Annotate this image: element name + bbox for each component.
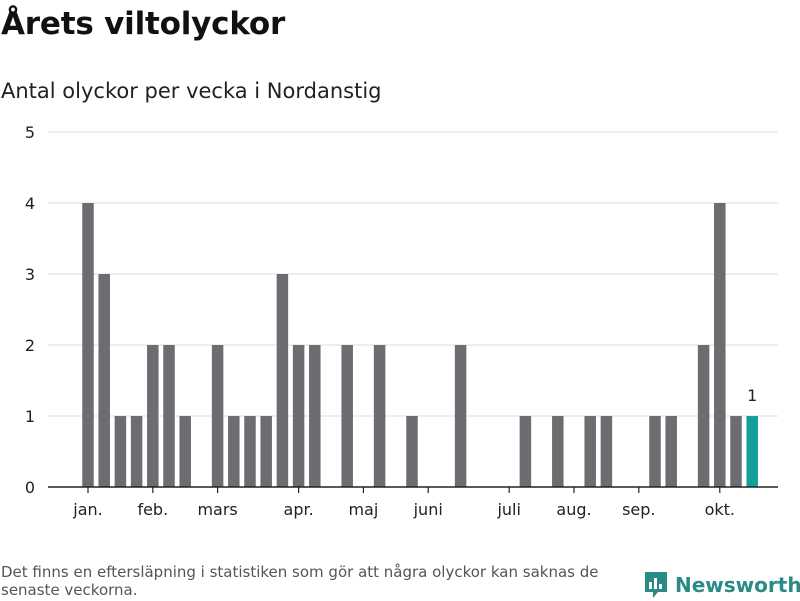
x-tick-label: maj [348,500,378,519]
y-axis-ticks: 0 1 2 3 4 5 [25,123,35,497]
chart-subtitle: Antal olyckor per vecka i Nordanstig [1,79,382,103]
footnote: Det finns en eftersläpning i statistiken… [1,563,599,599]
brand-logo: Newsworthy [643,569,800,601]
y-tick-label: 4 [25,194,35,213]
bars [82,203,758,487]
bar-week-11 [244,416,256,487]
x-tick-label: okt. [705,500,735,519]
x-tick-label: apr. [284,500,314,519]
bar-week-15 [309,345,321,487]
x-tick-label: jan. [72,500,102,519]
bar-week-12 [260,416,272,487]
bar-week-21 [406,416,418,487]
data-labels: 1 [747,386,757,405]
bar-chart: 0 1 2 3 4 5 1 jan. feb. mars apr. maj juni juli aug.… [25,123,778,519]
bar-week-28 [519,416,532,487]
y-tick-label: 2 [25,336,35,355]
newsworthy-logo-icon [645,572,667,598]
bar-week-14 [292,345,305,487]
bar-week-32 [584,416,596,487]
bar-week-10 [228,416,240,487]
bar-week-5 [147,345,159,487]
bar-week-4 [130,416,143,487]
brand-name: Newsworthy [675,573,800,597]
bar-week-13 [276,274,289,487]
bar-week-6 [163,345,175,487]
x-tick-label: sep. [622,500,655,519]
y-tick-label: 3 [25,265,35,284]
bar-week-17 [341,345,353,487]
bar-week-3 [114,416,127,487]
x-tick-label: juli [496,500,520,519]
bar-week-9 [211,345,224,487]
chart-title: Årets viltolyckor [1,6,286,42]
bar-week-40 [714,203,726,487]
bar-week-39 [697,345,710,487]
x-axis: jan. feb. mars apr. maj juni juli aug. sep. okt. [48,486,778,519]
bar-week-7 [179,416,191,487]
y-tick-label: 1 [25,407,35,426]
bar-week-42 [746,416,758,487]
x-tick-label: aug. [556,500,591,519]
x-tick-label: mars [197,500,237,519]
bar-week-2 [98,274,110,487]
bar-week-24 [454,345,467,487]
x-tick-label: juni [413,500,443,519]
x-tick-label: feb. [137,500,168,519]
bar-week-37 [665,416,677,487]
y-tick-label: 0 [25,478,35,497]
highlight-value-label: 1 [747,386,757,405]
bar-week-19 [373,345,386,487]
bar-week-33 [600,416,613,487]
bar-week-36 [649,416,661,487]
bar-week-1 [82,203,94,487]
bar-week-41 [730,416,742,487]
bar-week-30 [552,416,564,487]
y-tick-label: 5 [25,123,35,142]
